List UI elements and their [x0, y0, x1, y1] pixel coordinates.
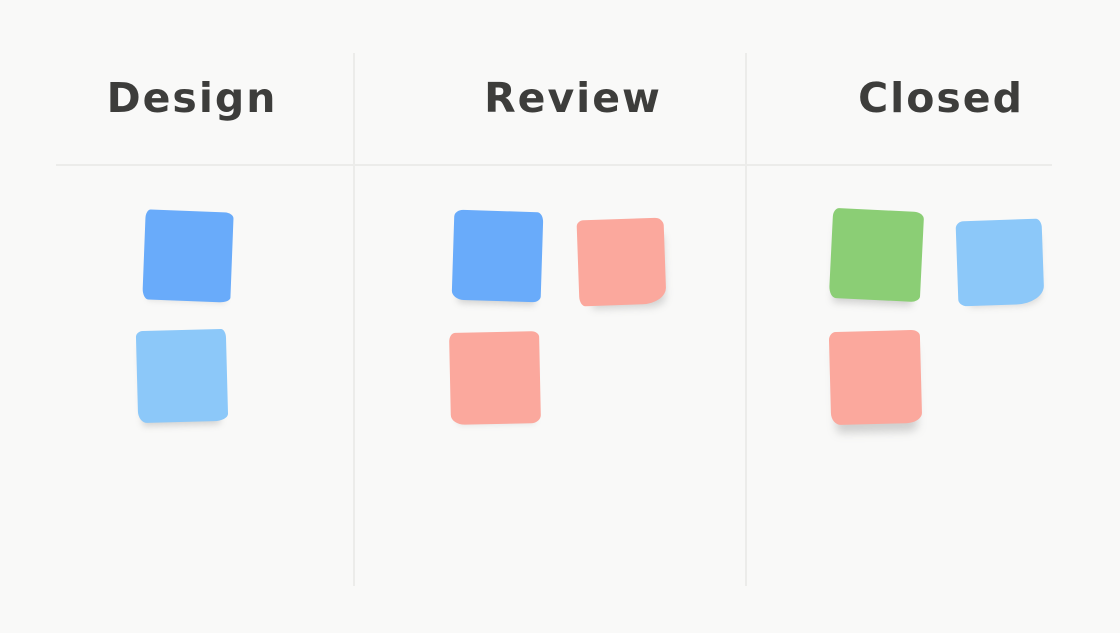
sticky-note-review-3[interactable] [449, 331, 541, 425]
column-divider-1 [353, 53, 355, 586]
sticky-note-closed-3[interactable] [828, 329, 923, 426]
column-divider-2 [745, 53, 747, 586]
sticky-note-design-1[interactable] [142, 209, 234, 303]
sticky-note-design-2[interactable] [135, 328, 229, 424]
column-header-review: Review [484, 74, 662, 122]
sticky-note-review-1[interactable] [451, 209, 544, 303]
sticky-note-closed-2[interactable] [955, 218, 1045, 307]
sticky-note-closed-1[interactable] [828, 207, 925, 303]
sticky-note-review-2[interactable] [576, 217, 667, 307]
column-header-design: Design [106, 74, 278, 122]
header-divider-line [56, 164, 1052, 166]
column-header-closed: Closed [858, 74, 1024, 122]
